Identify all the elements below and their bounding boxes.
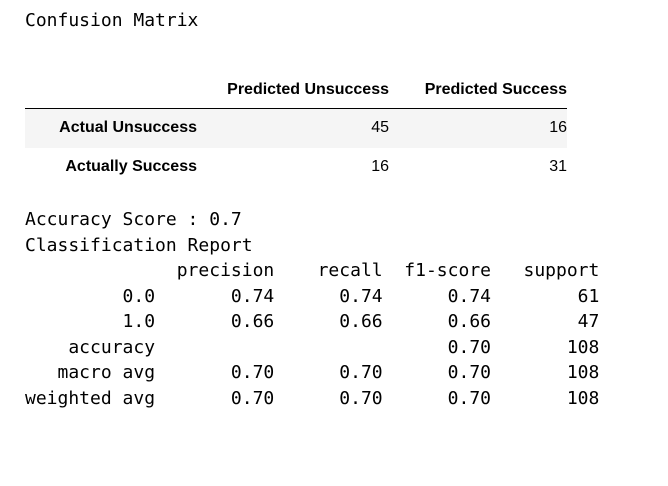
- report-line-weighted-avg: weighted avg 0.70 0.70 0.70 108: [25, 387, 600, 409]
- report-line-macro-avg: macro avg 0.70 0.70 0.70 108: [25, 362, 600, 383]
- table-row-actually-success: Actually Success 16 31: [25, 148, 567, 187]
- table-header-row: Predicted Unsuccess Predicted Success: [25, 72, 567, 109]
- cell-success-predicted-success: 31: [549, 158, 567, 175]
- cell-unsuccess-predicted-success: 16: [549, 119, 567, 137]
- classification-report-heading: Classification Report: [25, 235, 253, 256]
- confusion-matrix-table: Predicted Unsuccess Predicted Success Ac…: [25, 72, 567, 187]
- table-row-actual-unsuccess: Actual Unsuccess 45 16: [25, 108, 567, 148]
- column-header-predicted-success: Predicted Success: [389, 72, 567, 109]
- accuracy-score-line: Accuracy Score : 0.7: [25, 209, 242, 230]
- report-line-accuracy: accuracy 0.70 108: [25, 336, 600, 358]
- cell-success-predicted-unsuccess: 16: [371, 158, 389, 175]
- column-header-predicted-unsuccess: Predicted Unsuccess: [197, 72, 389, 109]
- report-line-class-0: 0.0 0.74 0.74 0.74 61: [25, 285, 600, 307]
- confusion-matrix-title: Confusion Matrix: [25, 10, 199, 31]
- cell-unsuccess-predicted-unsuccess: 45: [371, 119, 389, 137]
- corner-cell: [25, 72, 197, 109]
- report-line-class-1: 1.0 0.66 0.66 0.66 47: [25, 311, 600, 332]
- row-header-actually-success: Actually Success: [65, 158, 197, 175]
- classification-report: precision recall f1-score support 0.0 0.…: [25, 258, 599, 411]
- report-line-header: precision recall f1-score support: [25, 260, 600, 281]
- row-header-actual-unsuccess: Actual Unsuccess: [59, 119, 197, 137]
